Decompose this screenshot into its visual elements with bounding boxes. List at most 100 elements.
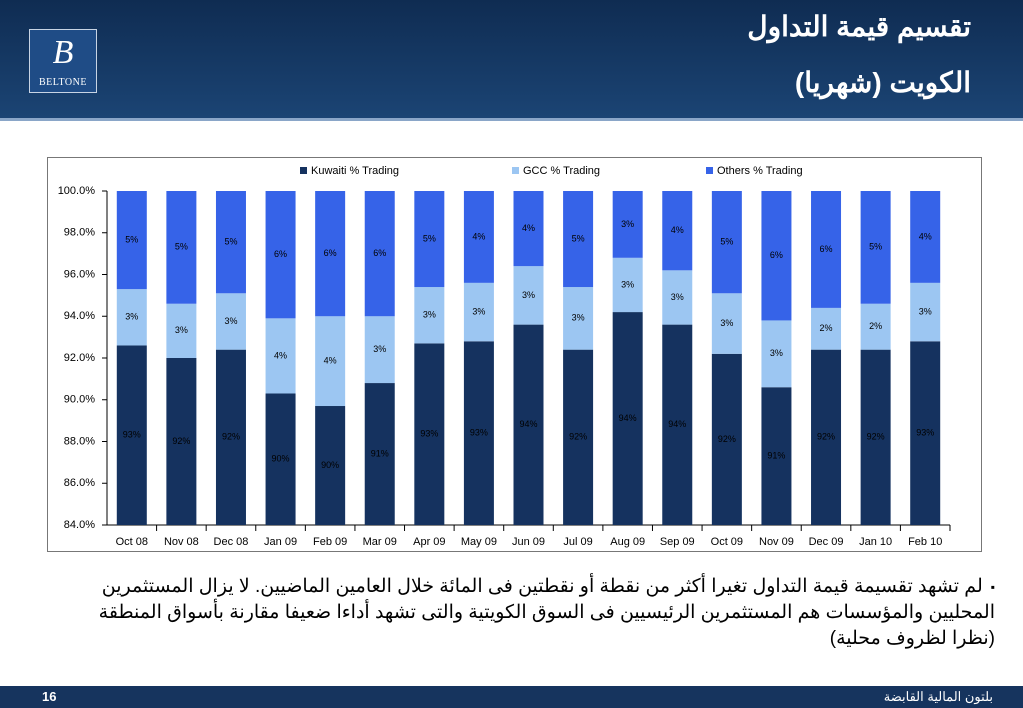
y-tick-label: 100.0% <box>58 185 96 197</box>
value-label: 4% <box>671 225 684 235</box>
value-label: 4% <box>522 223 535 233</box>
value-label: 5% <box>869 242 882 252</box>
subtitle: الكويت (شهريا) <box>794 67 971 98</box>
y-tick-label: 86.0% <box>64 477 95 489</box>
value-label: 92% <box>222 432 240 442</box>
value-label: 93% <box>916 428 934 438</box>
x-tick-label: May 09 <box>461 536 497 548</box>
value-label: 3% <box>919 306 932 316</box>
logo-letter: B <box>52 34 74 71</box>
bar-segment <box>364 191 395 317</box>
x-tick-label: Jul 09 <box>563 536 592 548</box>
y-tick-label: 90.0% <box>64 394 95 406</box>
title: تقسيم قيمة التداول <box>747 11 971 42</box>
bar-segment <box>414 343 445 525</box>
bar-segment <box>662 324 693 525</box>
value-label: 3% <box>373 344 386 354</box>
value-label: 92% <box>569 432 587 442</box>
bullet-text: لم تشهد تقسيمة قيمة التداول تغيرا أكثر م… <box>75 574 995 652</box>
value-label: 6% <box>770 250 783 260</box>
bar-segment <box>315 191 346 317</box>
value-label: 3% <box>522 290 535 300</box>
value-label: 6% <box>274 249 287 259</box>
value-label: 5% <box>125 234 138 244</box>
y-tick-label: 84.0% <box>64 519 95 531</box>
bar-segment <box>761 191 792 321</box>
footer: 16 بلتون المالية القابضة <box>0 686 1023 708</box>
bar-segment <box>910 341 941 525</box>
bar-segment <box>711 293 742 354</box>
bar-segment <box>612 312 643 525</box>
legend-label: GCC % Trading <box>523 165 600 177</box>
y-tick-label: 94.0% <box>64 310 95 322</box>
value-label: 94% <box>619 413 637 423</box>
legend-swatch <box>512 167 519 174</box>
value-label: 91% <box>767 450 785 460</box>
value-label: 4% <box>324 356 337 366</box>
bar-segment <box>811 349 842 525</box>
bar-segment <box>513 324 544 525</box>
bar-segment <box>711 191 742 294</box>
value-label: 4% <box>472 231 485 241</box>
chart-frame <box>47 157 982 552</box>
logo-name: BELTONE <box>39 77 87 88</box>
bar-segment <box>910 282 941 342</box>
bar-segment <box>513 266 544 325</box>
page-number: 16 <box>42 689 57 704</box>
bar-segment <box>563 349 594 525</box>
value-label: 5% <box>175 242 188 252</box>
x-tick-label: Feb 10 <box>908 536 942 548</box>
bar-segment <box>860 303 891 350</box>
x-tick-label: Aug 09 <box>610 536 645 548</box>
value-label: 3% <box>621 219 634 229</box>
x-tick-label: Feb 09 <box>313 536 347 548</box>
value-label: 90% <box>321 460 339 470</box>
value-label: 92% <box>817 432 835 442</box>
value-label: 3% <box>472 306 485 316</box>
bar-segment <box>910 191 941 283</box>
bar-segment <box>364 316 395 384</box>
bar-segment <box>116 289 147 346</box>
value-label: 93% <box>470 428 488 438</box>
bar-segment <box>811 191 842 308</box>
bar-segment <box>364 383 395 525</box>
bar-segment <box>463 341 494 525</box>
logo: B BELTONE <box>29 29 97 93</box>
x-tick-label: Mar 09 <box>363 536 397 548</box>
value-label: 94% <box>668 419 686 429</box>
value-label: 5% <box>720 237 733 247</box>
value-label: 3% <box>720 318 733 328</box>
value-label: 6% <box>820 244 833 254</box>
bar-segment <box>662 191 693 271</box>
bar-segment <box>612 257 643 313</box>
header: B BELTONE تقسيم قيمة التداول الكويت (شهري… <box>0 0 1023 121</box>
bar-segment <box>265 393 296 525</box>
bar-segment <box>215 191 246 294</box>
bar-segment <box>116 191 147 290</box>
bar-segment <box>860 191 891 304</box>
bar-segment <box>761 387 792 525</box>
value-label: 90% <box>272 454 290 464</box>
x-tick-label: Jan 09 <box>264 536 297 548</box>
value-label: 6% <box>373 248 386 258</box>
x-tick-label: Nov 09 <box>759 536 794 548</box>
bar-segment <box>563 191 594 288</box>
value-label: 93% <box>420 429 438 439</box>
bar-segment <box>711 353 742 525</box>
bar-segment <box>860 349 891 525</box>
y-tick-label: 88.0% <box>64 435 95 447</box>
bar-segment <box>315 406 346 525</box>
value-label: 6% <box>324 248 337 258</box>
value-label: 3% <box>175 325 188 335</box>
bar-segment <box>662 270 693 325</box>
value-label: 94% <box>519 419 537 429</box>
value-label: 92% <box>718 434 736 444</box>
bar-segment <box>265 318 296 394</box>
bar-segment <box>315 316 346 407</box>
company-name: بلتون المالية القابضة <box>883 689 993 704</box>
value-label: 3% <box>572 313 585 323</box>
bar-segment <box>463 191 494 283</box>
x-tick-label: Jan 10 <box>859 536 892 548</box>
